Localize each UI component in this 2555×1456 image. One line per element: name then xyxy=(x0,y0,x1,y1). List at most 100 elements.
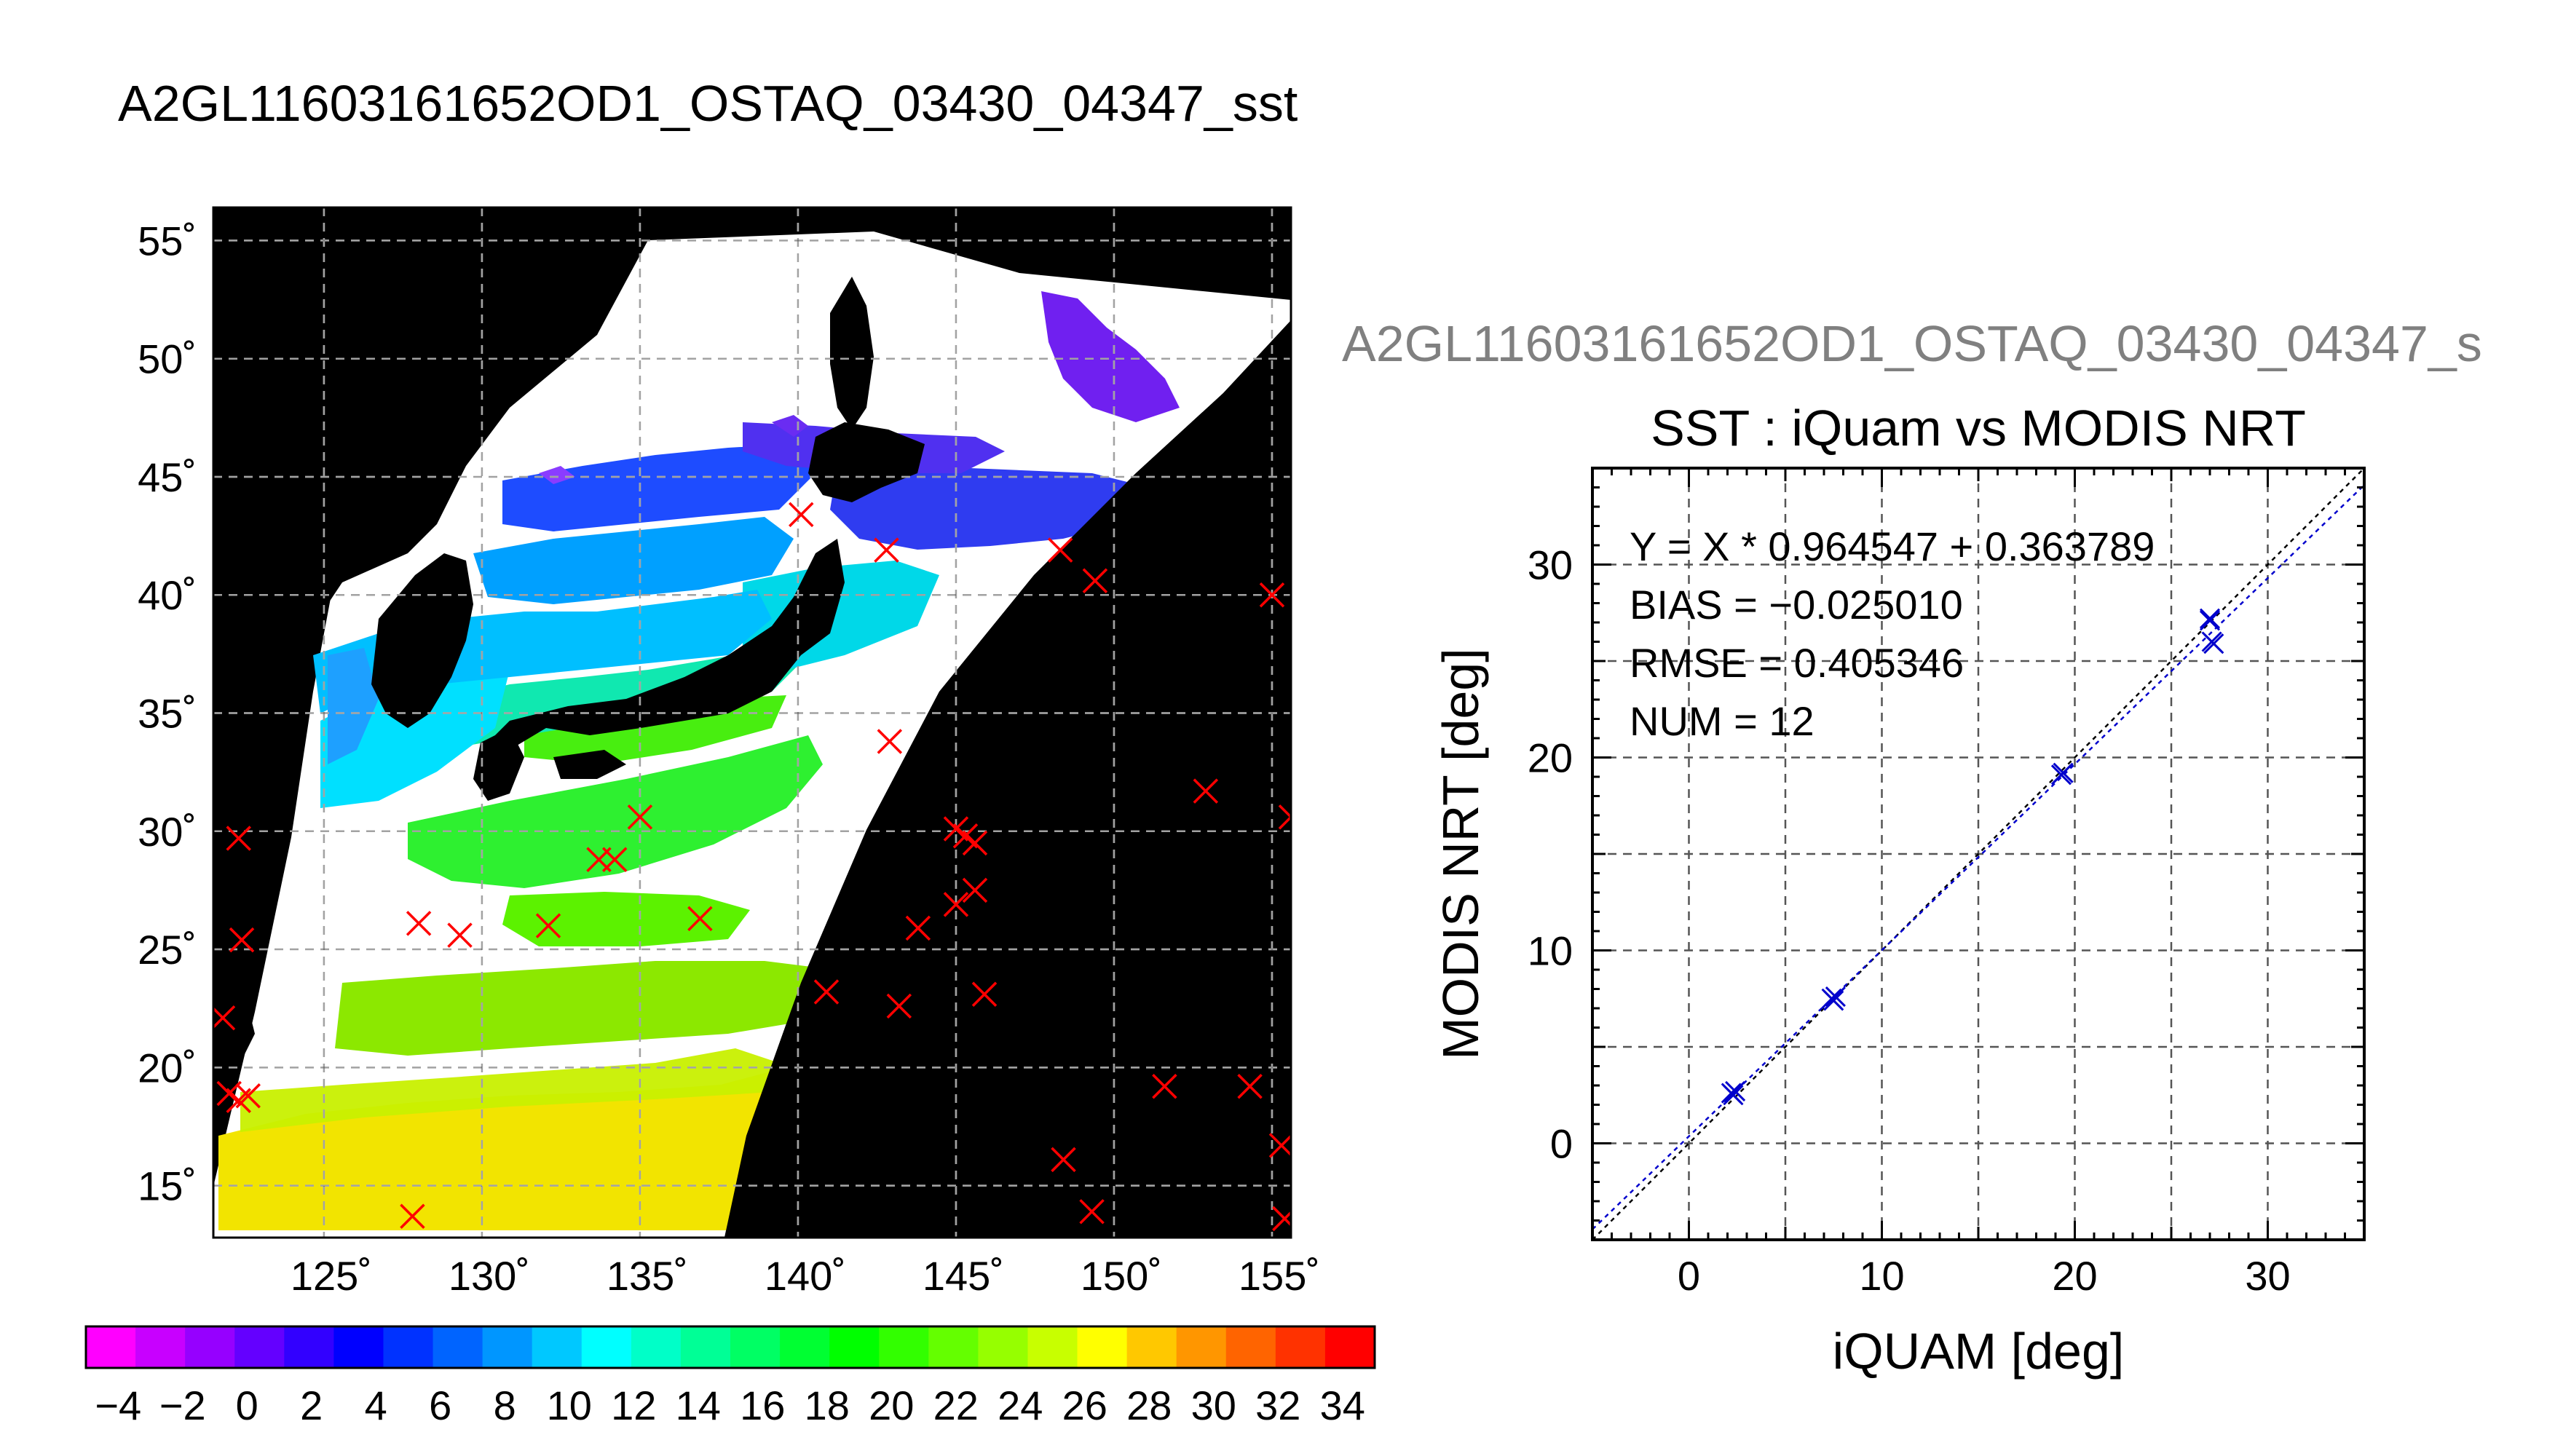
buoy-marker xyxy=(400,1203,425,1230)
buoy-marker xyxy=(1047,537,1073,563)
colorbar-tick-label: 20 xyxy=(869,1382,914,1428)
buoy-marker xyxy=(213,1005,236,1031)
figure-title: A2GL11603161652OD1_OSTAQ_03430_04347_sst xyxy=(118,75,1298,132)
stat-rmse: RMSE = 0.405346 xyxy=(1630,640,1964,686)
x-tick-label: 20 xyxy=(2052,1253,2097,1299)
colorbar-cell xyxy=(185,1326,236,1368)
x-axis-title: iQUAM [deg] xyxy=(1833,1323,2125,1380)
land-sakhalin xyxy=(830,277,874,430)
lat-tick-label: 30˚ xyxy=(138,809,197,855)
sst-band-05 xyxy=(502,444,816,531)
colorbar-cell xyxy=(86,1326,137,1368)
sst-band-24 xyxy=(335,961,823,1056)
stats-block: Y = X * 0.964547 + 0.363789 BIAS = −0.02… xyxy=(1630,523,2155,744)
scatter-point xyxy=(2199,608,2221,629)
colorbar-frame xyxy=(84,1325,1376,1369)
scatter-title: SST : iQuam vs MODIS NRT xyxy=(1651,400,2306,456)
colorbar-cell xyxy=(1324,1326,1375,1368)
colorbar-tick-label: 34 xyxy=(1320,1382,1365,1428)
lat-tick-label: 25˚ xyxy=(138,927,197,973)
y-tick-label: 20 xyxy=(1528,735,1573,781)
buoy-marker xyxy=(971,981,998,1007)
buoy-marker xyxy=(535,913,561,938)
colorbar-tick-label: 4 xyxy=(365,1382,387,1428)
buoy-marker xyxy=(601,847,628,872)
scatter-panel: 0 10 20 30 0 10 20 30 Y = X * 0.964547 + 0.363… xyxy=(1432,467,2366,1380)
buoy-marker xyxy=(905,915,931,941)
stat-fit-equation: Y = X * 0.964547 + 0.363789 xyxy=(1630,523,2155,569)
scatter-point xyxy=(1725,1080,1746,1102)
colorbar-tick-label: 30 xyxy=(1191,1382,1236,1428)
colorbar-tick-label: 6 xyxy=(429,1382,451,1428)
colorbar-cell xyxy=(680,1326,731,1368)
outside-swath xyxy=(724,320,1291,1238)
colorbar-cell xyxy=(780,1326,831,1368)
lat-tick-label: 45˚ xyxy=(138,454,197,500)
scatter-point xyxy=(1823,990,1844,1011)
x-tick-label: 30 xyxy=(2245,1253,2290,1299)
colorbar-cell xyxy=(1077,1326,1128,1368)
buoy-marker xyxy=(1152,1074,1177,1099)
lon-tick-label: 130˚ xyxy=(449,1253,530,1299)
buoy-marker xyxy=(886,993,912,1019)
y-tick-labels: 0 10 20 30 xyxy=(1528,542,1573,1167)
land-kyushu xyxy=(473,728,524,801)
scatter-point xyxy=(2199,610,2221,631)
buoy-marker xyxy=(1079,1199,1105,1224)
lon-tick-label: 135˚ xyxy=(607,1253,688,1299)
map-markers xyxy=(213,502,1291,1232)
buoy-marker xyxy=(962,877,988,903)
colorbar-tick-label: 2 xyxy=(300,1382,323,1428)
sst-band-22 xyxy=(502,892,750,946)
buoy-marker xyxy=(406,911,432,936)
x-tick-label: 10 xyxy=(1859,1253,1904,1299)
lat-tick-label: 15˚ xyxy=(138,1163,197,1209)
land-korea xyxy=(371,553,473,728)
sst-field xyxy=(213,207,1291,1238)
buoy-marker xyxy=(943,892,969,917)
buoy-marker xyxy=(1259,582,1285,608)
lat-tick-label: 40˚ xyxy=(138,572,197,618)
colorbar-cell xyxy=(1225,1326,1276,1368)
sst-band-03 xyxy=(772,415,808,437)
lon-tick-label: 150˚ xyxy=(1081,1253,1162,1299)
buoy-marker xyxy=(235,1083,261,1109)
colorbar-cell xyxy=(333,1326,384,1368)
colorbar-tick-label: 18 xyxy=(805,1382,850,1428)
lon-tick-labels: 125˚ 130˚ 135˚ 140˚ 145˚ 150˚ 155˚ xyxy=(291,1253,1320,1299)
colorbar-cell xyxy=(1176,1326,1227,1368)
scatter-point xyxy=(1825,986,1846,1008)
stat-bias: BIAS = −0.025010 xyxy=(1630,582,1963,628)
buoy-marker xyxy=(874,537,899,563)
colorbar-tick-label: 8 xyxy=(494,1382,516,1428)
land-taiwan xyxy=(233,1005,255,1056)
colorbar-tick-label: −4 xyxy=(95,1382,141,1428)
colorbar-cell xyxy=(433,1326,483,1368)
y-tick-label: 10 xyxy=(1528,928,1573,974)
colorbar-tick-label: 10 xyxy=(547,1382,592,1428)
colorbar-cell xyxy=(482,1326,533,1368)
lon-tick-label: 155˚ xyxy=(1239,1253,1320,1299)
buoy-marker xyxy=(1051,1147,1076,1173)
colorbar-cell xyxy=(978,1326,1029,1368)
identity-line xyxy=(1592,468,2364,1240)
colorbar-cell xyxy=(631,1326,682,1368)
fit-line xyxy=(1592,484,2364,1230)
lon-tick-label: 140˚ xyxy=(765,1253,846,1299)
buoy-marker xyxy=(962,830,988,856)
lat-tick-label: 20˚ xyxy=(138,1045,197,1091)
scatter-point xyxy=(1723,1085,1744,1106)
buoy-marker xyxy=(813,979,840,1005)
buoy-marker xyxy=(447,922,473,948)
buoy-marker xyxy=(877,729,903,754)
colorbar-tick-labels: −4 −2 0 2 4 6 8 10 12 14 16 18 20 22 24 26 28 30 32 34 xyxy=(95,1382,1365,1428)
colorbar-cell xyxy=(730,1326,781,1368)
buoy-marker xyxy=(1272,1206,1291,1232)
scatter-point xyxy=(2203,633,2224,654)
buoy-marker xyxy=(687,906,713,932)
buoy-marker xyxy=(1278,804,1291,830)
lon-tick-label: 125˚ xyxy=(291,1253,372,1299)
buoy-marker xyxy=(1193,778,1219,804)
colorbar-tick-label: 14 xyxy=(676,1382,721,1428)
